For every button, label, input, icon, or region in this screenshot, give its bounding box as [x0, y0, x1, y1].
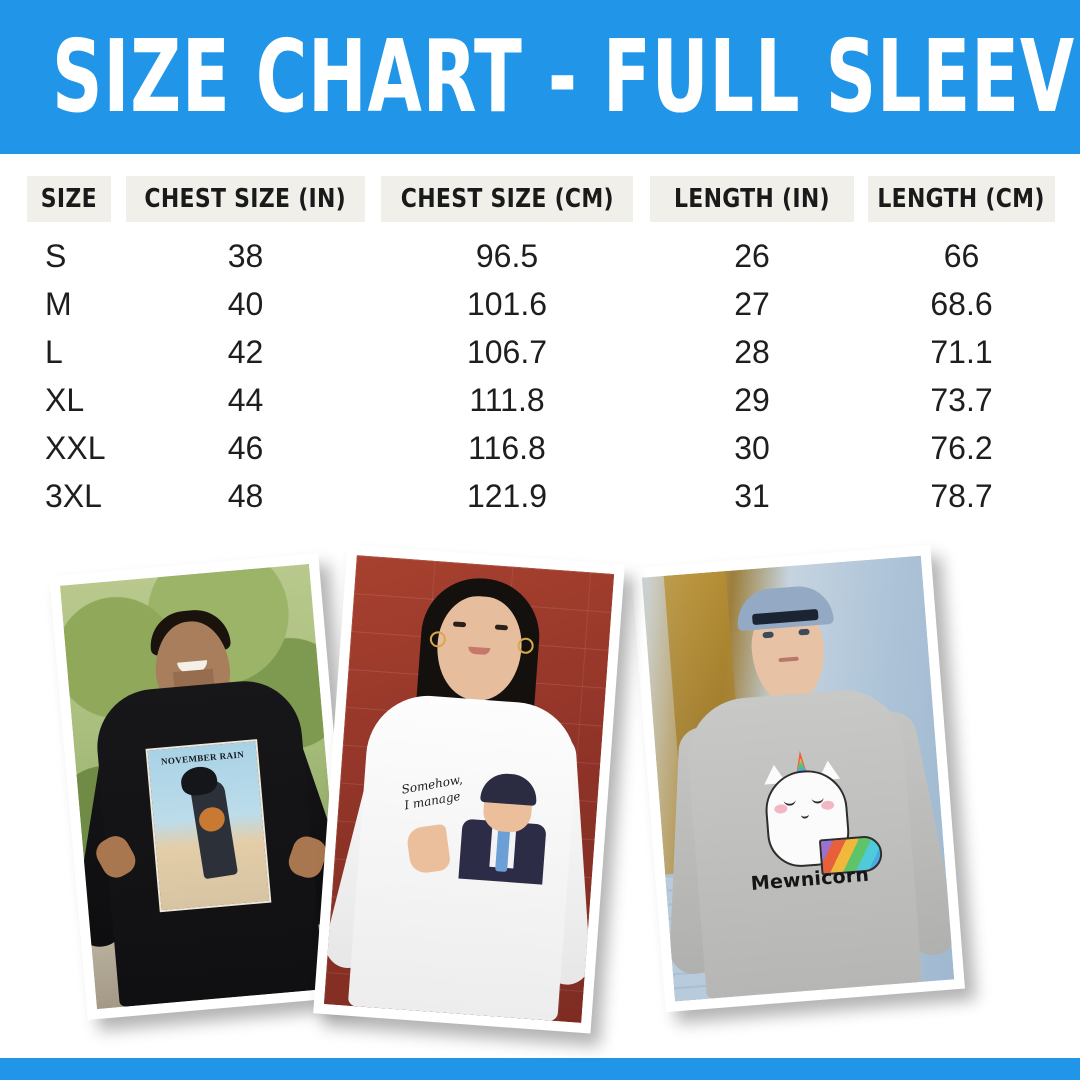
cell-chest-in: 48 — [227, 478, 264, 514]
cell-chest-cm: 121.9 — [466, 478, 548, 514]
model-eye-right — [798, 628, 810, 636]
model-eye-left — [762, 631, 774, 639]
cell-chest-cm: 106.7 — [466, 334, 548, 370]
photo-card-mewnicorn: Mewnicorn — [631, 544, 965, 1013]
shirt-print-script: Somehow, I manage — [400, 771, 466, 813]
cell-chest-in: 44 — [227, 382, 264, 418]
table-row: S 38 96.5 26 66 — [0, 236, 1080, 284]
photo-card-november-rain: NOVEMBER RAIN — [49, 553, 357, 1020]
table-row: XL 44 111.8 29 73.7 — [0, 380, 1080, 428]
cell-size: M — [45, 286, 72, 322]
size-chart-table: SIZE CHEST SIZE (IN) CHEST SIZE (CM) LEN… — [0, 176, 1080, 524]
shirt-print-mewnicorn: Mewnicorn — [734, 739, 884, 899]
column-header-size: SIZE — [27, 176, 111, 222]
cell-chest-in: 42 — [227, 334, 264, 370]
cell-length-cm: 78.7 — [930, 478, 993, 514]
photo-card-somehow-i-manage: Somehow, I manage — [313, 544, 625, 1034]
cell-size: XL — [45, 382, 85, 418]
column-header-chest-cm: CHEST SIZE (CM) — [381, 176, 633, 222]
manager-hand-shape — [405, 823, 452, 875]
photo-image-mewnicorn: Mewnicorn — [641, 555, 955, 1002]
cell-length-cm: 66 — [943, 238, 980, 274]
manager-hair-shape — [480, 771, 539, 806]
column-header-chest-in: CHEST SIZE (IN) — [126, 176, 365, 222]
shirt-print-title: NOVEMBER RAIN — [160, 749, 245, 767]
cell-length-cm: 68.6 — [930, 286, 993, 322]
cell-chest-cm: 116.8 — [468, 430, 546, 466]
shirt-print-somehow-i-manage: Somehow, I manage — [394, 762, 552, 891]
cell-size: L — [45, 334, 63, 370]
cell-size: XXL — [45, 430, 106, 466]
cell-chest-cm: 101.6 — [466, 286, 548, 322]
cell-chest-cm: 96.5 — [475, 238, 539, 274]
column-header-length-cm-label: LENGTH (CM) — [877, 184, 1046, 214]
cell-chest-in: 38 — [227, 238, 264, 274]
page-title: SIZE CHART - FULL SLEEVES — [52, 18, 1080, 135]
table-header-row: SIZE CHEST SIZE (IN) CHEST SIZE (CM) LEN… — [0, 176, 1080, 222]
column-header-size-label: SIZE — [40, 184, 98, 214]
column-header-length-cm: LENGTH (CM) — [868, 176, 1055, 222]
cell-chest-in: 46 — [227, 430, 264, 466]
cell-length-in: 27 — [734, 286, 770, 322]
photo-image-somehow-i-manage: Somehow, I manage — [323, 555, 615, 1023]
cell-length-in: 29 — [734, 382, 770, 418]
cat-nose — [800, 807, 810, 819]
cell-size: S — [45, 238, 67, 274]
table-row: XXL 46 116.8 30 76.2 — [0, 428, 1080, 476]
column-header-chest-cm-label: CHEST SIZE (CM) — [400, 184, 614, 214]
cell-length-in: 30 — [734, 430, 770, 466]
cell-length-cm: 73.7 — [930, 382, 993, 418]
table-row: M 40 101.6 27 68.6 — [0, 284, 1080, 332]
photo-image-november-rain: NOVEMBER RAIN — [59, 563, 347, 1010]
cell-length-cm: 71.1 — [930, 334, 993, 370]
table-body: S 38 96.5 26 66 M 40 101.6 27 68.6 L 42 … — [0, 236, 1080, 524]
footer-bar — [0, 1058, 1080, 1080]
column-header-length-in-label: LENGTH (IN) — [674, 184, 830, 214]
table-row: 3XL 48 121.9 31 78.7 — [0, 476, 1080, 524]
header-banner: SIZE CHART - FULL SLEEVES — [0, 0, 1080, 154]
cell-length-in: 28 — [734, 334, 770, 370]
photo-collage: NOVEMBER RAIN Somehow, I manage — [0, 540, 1080, 1050]
cell-length-in: 26 — [734, 238, 770, 274]
cell-length-cm: 76.2 — [930, 430, 993, 466]
cell-chest-in: 40 — [227, 286, 264, 322]
column-header-chest-in-label: CHEST SIZE (IN) — [144, 184, 347, 214]
table-row: L 42 106.7 28 71.1 — [0, 332, 1080, 380]
cell-length-in: 31 — [734, 478, 770, 514]
column-header-length-in: LENGTH (IN) — [650, 176, 854, 222]
shirt-print-label: Mewnicorn — [750, 863, 870, 895]
shirt-print-november-rain: NOVEMBER RAIN — [145, 739, 272, 913]
cell-chest-cm: 111.8 — [469, 382, 545, 418]
cell-size: 3XL — [45, 478, 102, 514]
